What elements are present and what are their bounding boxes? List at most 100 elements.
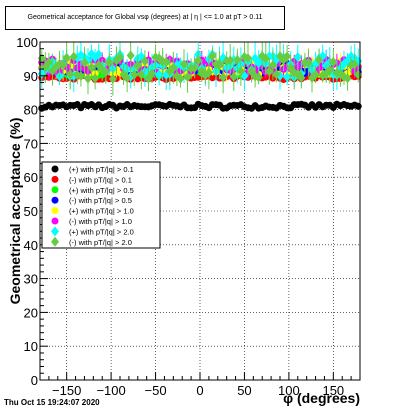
data-point bbox=[268, 60, 277, 71]
y-tick-label: 60 bbox=[24, 170, 38, 185]
legend-label: (-) with pT/|q| > 0.5 bbox=[69, 196, 132, 205]
y-tick-label: 40 bbox=[24, 238, 38, 253]
data-point bbox=[44, 57, 53, 68]
legend-label: (+) with pT/|q| > 1.0 bbox=[69, 207, 134, 216]
data-point bbox=[215, 59, 224, 70]
data-point bbox=[101, 67, 110, 78]
legend-marker bbox=[51, 217, 59, 225]
y-tick-label: 20 bbox=[24, 305, 38, 320]
data-point bbox=[123, 73, 132, 84]
legend-marker bbox=[51, 196, 59, 204]
legend: (+) with pT/|q| > 0.1(-) with pT/|q| > 0… bbox=[41, 161, 161, 249]
data-point bbox=[94, 49, 103, 60]
data-point bbox=[108, 74, 117, 85]
data-point bbox=[293, 51, 302, 62]
y-tick-label: 0 bbox=[31, 373, 38, 388]
x-axis-label: φ (degrees) bbox=[283, 390, 360, 406]
legend-marker bbox=[51, 175, 59, 183]
legend-label: (-) with pT/|q| > 0.1 bbox=[69, 175, 132, 184]
legend-marker bbox=[51, 236, 59, 247]
chart-title: Geometrical acceptance for Global vsφ (d… bbox=[5, 6, 285, 30]
data-point bbox=[208, 51, 217, 62]
data-point bbox=[350, 59, 359, 70]
data-point bbox=[80, 57, 89, 68]
data-point bbox=[283, 72, 292, 83]
data-point bbox=[105, 57, 114, 68]
data-point bbox=[354, 102, 362, 110]
data-point bbox=[66, 69, 75, 80]
series-layer bbox=[37, 42, 363, 112]
data-point bbox=[254, 72, 263, 83]
data-point bbox=[315, 54, 324, 65]
data-point bbox=[155, 69, 164, 80]
data-point bbox=[62, 52, 71, 63]
x-tick-label: 150 bbox=[322, 383, 344, 398]
timestamp: Thu Oct 15 19:24:07 2020 bbox=[4, 398, 100, 407]
legend-marker bbox=[51, 165, 59, 173]
data-point bbox=[219, 72, 228, 83]
data-point bbox=[69, 51, 78, 62]
data-point bbox=[325, 65, 334, 76]
data-point bbox=[261, 53, 270, 64]
y-tick-label: 50 bbox=[24, 204, 38, 219]
data-point bbox=[343, 73, 352, 84]
y-tick-label: 100 bbox=[16, 35, 38, 50]
y-tick-label: 80 bbox=[24, 103, 38, 118]
data-point bbox=[194, 55, 203, 66]
data-point bbox=[272, 69, 281, 80]
series-7 bbox=[37, 42, 363, 96]
data-point bbox=[236, 66, 245, 77]
axes: −150 −100 −50 0 50 100 150 0 10 20 30 40 50 60 70 80 90 1… bbox=[16, 35, 361, 398]
data-point bbox=[91, 73, 100, 84]
data-point bbox=[126, 50, 135, 61]
legend-marker bbox=[51, 207, 59, 215]
data-point bbox=[229, 71, 238, 82]
data-point bbox=[84, 73, 92, 84]
legend-label: (-) with pT/|q| > 1.0 bbox=[69, 217, 132, 226]
y-tick-label: 30 bbox=[24, 272, 38, 287]
data-point bbox=[297, 72, 306, 83]
data-point bbox=[140, 56, 149, 67]
data-point bbox=[311, 69, 320, 80]
x-tick-label: −150 bbox=[52, 383, 81, 398]
data-point bbox=[133, 60, 142, 71]
data-point bbox=[59, 60, 68, 71]
data-point bbox=[180, 59, 188, 70]
legend-marker bbox=[51, 186, 59, 194]
data-point bbox=[76, 71, 85, 82]
y-tick-label: 10 bbox=[24, 339, 38, 354]
data-point bbox=[190, 62, 199, 73]
data-point bbox=[169, 62, 178, 73]
data-point bbox=[137, 69, 146, 80]
data-point bbox=[304, 57, 313, 68]
data-point bbox=[162, 57, 171, 68]
legend-box bbox=[41, 161, 161, 249]
y-tick-label: 90 bbox=[24, 69, 38, 84]
data-point bbox=[116, 52, 124, 63]
data-point bbox=[158, 56, 167, 67]
data-point bbox=[204, 67, 213, 78]
data-point bbox=[329, 57, 338, 68]
legend-label: (+) with pT/|q| > 0.5 bbox=[69, 186, 134, 195]
data-point bbox=[130, 69, 139, 80]
legend-label: (+) with pT/|q| > 0.1 bbox=[69, 165, 134, 174]
data-point bbox=[265, 66, 274, 77]
y-axis-label: Geometrical acceptance (%) bbox=[7, 118, 23, 305]
data-point bbox=[148, 68, 156, 79]
data-point bbox=[87, 62, 96, 73]
x-tick-label: 0 bbox=[196, 383, 203, 398]
legend-label: (-) with pT/|q| > 2.0 bbox=[69, 238, 132, 247]
series-0 bbox=[38, 100, 362, 112]
x-tick-label: 100 bbox=[278, 383, 300, 398]
data-point bbox=[283, 51, 292, 62]
x-tick-label: −50 bbox=[145, 383, 167, 398]
data-point bbox=[176, 73, 185, 84]
legend-label: (+) with pT/|q| > 2.0 bbox=[69, 227, 134, 236]
data-point bbox=[233, 54, 242, 65]
data-point bbox=[183, 71, 192, 82]
x-tick-label: 50 bbox=[237, 383, 251, 398]
data-point bbox=[244, 53, 252, 64]
y-tick-label: 70 bbox=[24, 136, 38, 151]
x-tick-label: −100 bbox=[96, 383, 125, 398]
